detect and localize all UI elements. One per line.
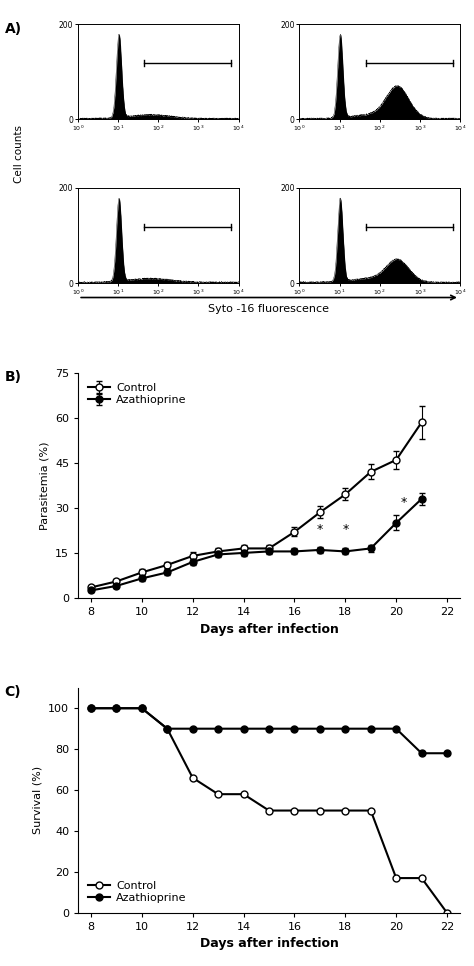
Control [393,872,399,884]
Azathioprine [215,723,221,734]
Azathioprine [444,748,450,759]
Azathioprine [139,702,145,714]
Control [190,772,195,783]
Text: *: * [401,497,407,509]
Line: Control: Control [88,705,450,917]
Azathioprine [368,723,374,734]
Control [215,788,221,800]
Control [88,702,94,714]
Azathioprine [190,723,195,734]
Text: B): B) [5,370,22,384]
Control [139,702,145,714]
Azathioprine [164,723,170,734]
Text: A): A) [5,22,22,36]
Control [164,723,170,734]
Line: Azathioprine: Azathioprine [88,705,450,756]
Azathioprine [393,723,399,734]
Azathioprine [342,723,348,734]
Control [266,805,272,816]
Control [241,788,246,800]
Text: Syto -16 fluorescence: Syto -16 fluorescence [209,304,329,314]
Text: Cell counts: Cell counts [14,125,24,183]
Legend: Control, Azathioprine: Control, Azathioprine [84,876,191,907]
Control [113,702,119,714]
Azathioprine [88,702,94,714]
Text: C): C) [5,685,21,698]
Y-axis label: Parasitemia (%): Parasitemia (%) [39,441,49,529]
X-axis label: Days after infection: Days after infection [200,622,338,636]
Control [292,805,297,816]
Y-axis label: Survival (%): Survival (%) [33,766,43,835]
Text: *: * [342,524,348,536]
Azathioprine [292,723,297,734]
Azathioprine [241,723,246,734]
Control [444,907,450,919]
Legend: Control, Azathioprine: Control, Azathioprine [84,379,191,410]
Control [419,872,424,884]
Azathioprine [266,723,272,734]
Azathioprine [419,748,424,759]
Control [368,805,374,816]
X-axis label: Days after infection: Days after infection [200,937,338,951]
Control [342,805,348,816]
Text: *: * [317,524,323,536]
Azathioprine [113,702,119,714]
Control [317,805,323,816]
Azathioprine [317,723,323,734]
